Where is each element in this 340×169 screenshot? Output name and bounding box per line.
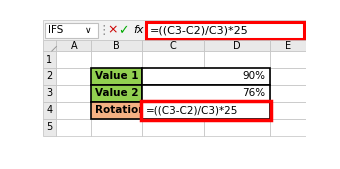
FancyBboxPatch shape [45,23,98,38]
FancyBboxPatch shape [91,68,142,85]
Text: 3: 3 [47,88,53,98]
FancyBboxPatch shape [56,40,91,51]
Text: ∨: ∨ [85,26,92,35]
FancyBboxPatch shape [56,85,91,102]
FancyBboxPatch shape [204,51,270,68]
FancyBboxPatch shape [204,68,270,85]
FancyBboxPatch shape [42,40,56,51]
FancyBboxPatch shape [42,40,306,150]
FancyBboxPatch shape [270,85,306,102]
Text: =((C3-C2)/C3)*25: =((C3-C2)/C3)*25 [146,105,238,115]
Text: D: D [233,41,240,51]
FancyBboxPatch shape [142,68,270,85]
FancyBboxPatch shape [42,20,306,40]
FancyBboxPatch shape [204,85,270,102]
Text: ✓: ✓ [118,24,129,37]
FancyBboxPatch shape [142,102,270,119]
FancyBboxPatch shape [56,68,91,85]
Text: Value 2: Value 2 [95,88,139,98]
Text: fx: fx [133,25,144,35]
FancyBboxPatch shape [142,85,270,102]
Text: B: B [113,41,120,51]
FancyBboxPatch shape [91,102,142,119]
Text: 4: 4 [47,105,53,115]
FancyBboxPatch shape [42,51,56,68]
Text: ⋮: ⋮ [98,24,110,37]
Text: 5: 5 [46,122,53,132]
Text: C: C [169,41,176,51]
Text: ×: × [108,24,118,37]
FancyBboxPatch shape [91,68,142,85]
FancyBboxPatch shape [270,51,306,68]
FancyBboxPatch shape [142,85,204,102]
FancyBboxPatch shape [42,119,56,136]
Text: A: A [71,41,77,51]
Text: 90%: 90% [243,71,266,81]
FancyBboxPatch shape [142,119,204,136]
FancyBboxPatch shape [142,68,204,85]
FancyBboxPatch shape [146,22,304,39]
FancyBboxPatch shape [142,51,204,68]
FancyBboxPatch shape [91,40,142,51]
Text: 1: 1 [47,55,53,65]
Text: =((C3-C2)/C3)*25: =((C3-C2)/C3)*25 [150,25,248,35]
FancyBboxPatch shape [42,40,306,51]
FancyBboxPatch shape [204,102,270,119]
FancyBboxPatch shape [204,119,270,136]
FancyBboxPatch shape [270,119,306,136]
Text: E: E [285,41,291,51]
FancyBboxPatch shape [91,85,142,102]
FancyBboxPatch shape [56,119,91,136]
FancyBboxPatch shape [42,68,56,85]
FancyBboxPatch shape [91,102,142,119]
FancyBboxPatch shape [56,51,91,68]
Text: 2: 2 [46,71,53,81]
FancyBboxPatch shape [91,119,142,136]
FancyBboxPatch shape [270,102,306,119]
Text: 76%: 76% [242,88,266,98]
FancyBboxPatch shape [91,85,142,102]
FancyBboxPatch shape [42,102,56,119]
Text: Rotation: Rotation [95,105,146,115]
FancyBboxPatch shape [42,85,56,102]
FancyBboxPatch shape [142,102,204,119]
FancyBboxPatch shape [204,40,270,51]
FancyBboxPatch shape [270,68,306,85]
FancyBboxPatch shape [142,40,204,51]
FancyBboxPatch shape [56,102,91,119]
FancyBboxPatch shape [270,40,306,51]
FancyBboxPatch shape [91,51,142,68]
Text: Value 1: Value 1 [95,71,139,81]
Text: IFS: IFS [48,25,63,35]
